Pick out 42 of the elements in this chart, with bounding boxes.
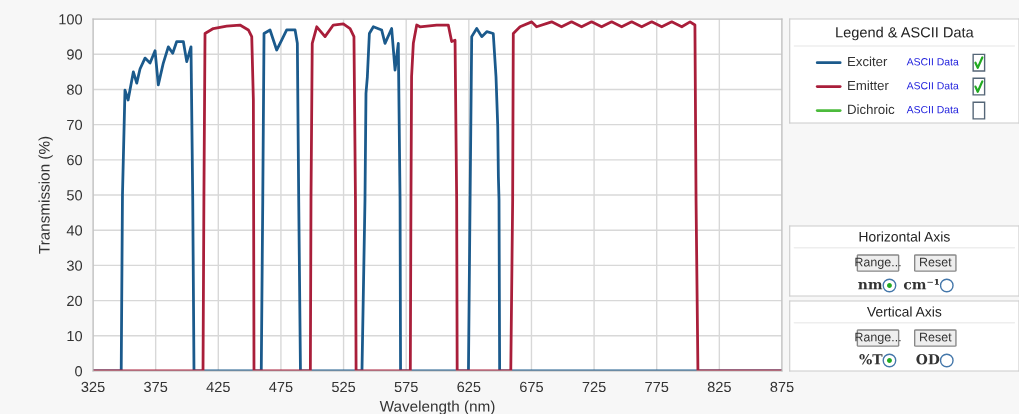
x-tick-label: 675: [520, 381, 544, 393]
y-tick-label: 60: [67, 154, 83, 166]
text: nm: [858, 281, 883, 290]
y-axis-title: Transmission (%): [38, 136, 53, 254]
legend-label: Dichroic: [848, 104, 895, 115]
text: Vertical Axis: [866, 306, 942, 317]
y-tick-label: 40: [66, 225, 83, 236]
y-tick-label: 0: [75, 366, 83, 377]
y-tick-label: 30: [66, 260, 83, 271]
x-tick-label: 575: [394, 381, 418, 393]
text: Reset: [920, 332, 952, 342]
y-tick-label: 70: [67, 119, 83, 131]
x-tick-label: 325: [81, 381, 105, 393]
y-tick-label: 50: [66, 190, 83, 201]
text: ASCII Data: [906, 58, 959, 66]
x-tick-label: 475: [269, 381, 293, 393]
y-tick-label: 20: [67, 295, 83, 307]
text: %T: [859, 354, 883, 365]
y-tick-label: 10: [67, 330, 83, 342]
x-tick-label: 525: [331, 381, 356, 393]
x-tick-label: 425: [206, 381, 230, 393]
x-tick-label: 775: [645, 381, 669, 393]
y-tick-label: 80: [67, 84, 83, 95]
text: Range...: [855, 332, 901, 344]
x-tick-label: 625: [457, 381, 481, 393]
y-tick-label: 100: [59, 14, 83, 25]
text: ASCII Data: [906, 105, 959, 114]
legend-label: Emitter: [848, 80, 889, 91]
x-tick-label: 875: [770, 381, 794, 393]
text: Reset: [920, 257, 952, 267]
text: cm⁻¹: [903, 279, 939, 290]
x-axis-title: Wavelength (nm): [379, 400, 495, 414]
x-tick-label: 825: [707, 381, 731, 393]
text: Range...: [855, 257, 901, 269]
legend-title: Legend & ASCII Data: [836, 26, 974, 41]
x-tick-label: 375: [144, 381, 168, 393]
text: OD: [916, 354, 940, 365]
legend-label: Exciter: [848, 56, 888, 67]
text: Horizontal Axis: [859, 231, 950, 242]
x-tick-label: 725: [582, 381, 606, 393]
text: ASCII Data: [906, 82, 959, 90]
y-tick-label: 90: [67, 49, 83, 60]
